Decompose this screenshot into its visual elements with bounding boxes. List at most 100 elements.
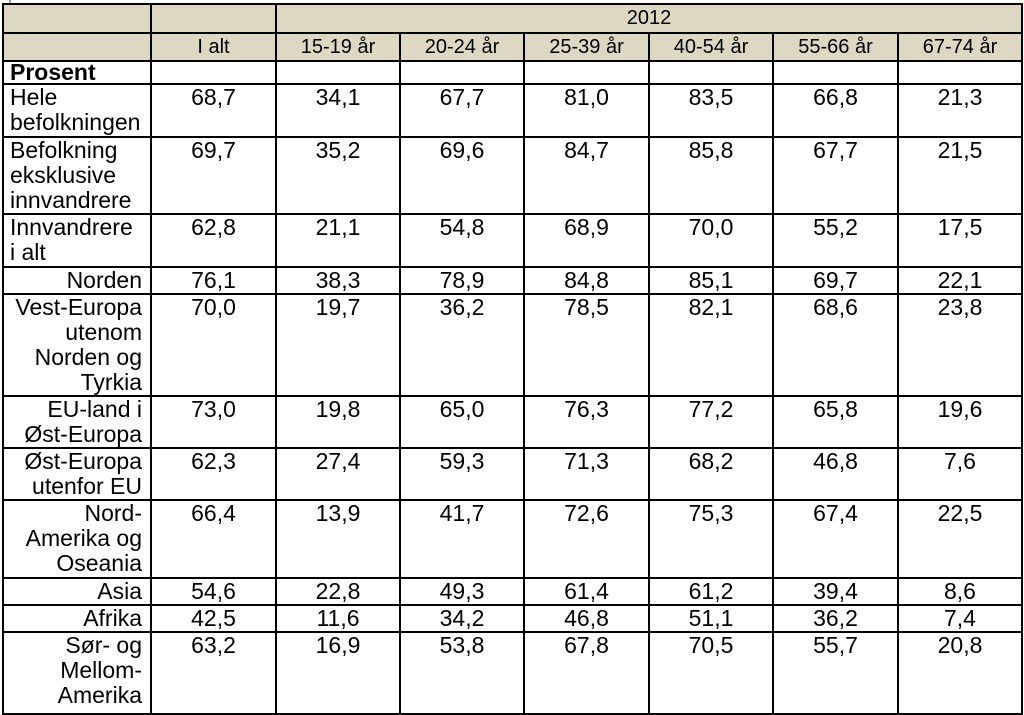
data-cell: 22,1: [897, 266, 1023, 295]
data-cell: 42,5: [150, 604, 277, 633]
data-cell: 62,3: [150, 447, 277, 501]
data-cell: 20,8: [897, 631, 1023, 715]
data-cell: 71,3: [523, 447, 650, 501]
data-cell: 67,8: [523, 631, 650, 715]
table-row: Norden 76,1 38,3 78,9 84,8 85,1 69,7 22,…: [2, 266, 1023, 295]
data-cell: 85,8: [648, 136, 774, 215]
empty-header-cell: [2, 32, 152, 62]
data-cell: 19,8: [275, 395, 401, 449]
empty-cell: [399, 60, 525, 85]
data-cell: 70,0: [648, 213, 774, 268]
data-cell: 11,6: [275, 604, 401, 633]
empty-cell: [897, 60, 1023, 85]
data-cell: 34,1: [275, 83, 401, 138]
data-cell: 77,2: [648, 395, 774, 449]
row-label: Innvandrere i alt: [2, 213, 152, 268]
data-cell: 68,9: [523, 213, 650, 268]
data-cell: 72,6: [523, 499, 650, 579]
section-header-row: Prosent: [2, 60, 1023, 85]
empty-cell: [523, 60, 650, 85]
data-cell: 21,5: [897, 136, 1023, 215]
data-cell: 66,4: [150, 499, 277, 579]
data-cell: 83,5: [648, 83, 774, 138]
data-cell: 82,1: [648, 293, 774, 397]
data-cell: 78,5: [523, 293, 650, 397]
data-cell: 62,8: [150, 213, 277, 268]
data-cell: 84,7: [523, 136, 650, 215]
statistics-table: 2012 I alt 15-19 år 20-24 år 25-39 år 40…: [2, 3, 1023, 715]
column-header-67-74: 67-74 år: [897, 32, 1023, 62]
data-cell: 19,7: [275, 293, 401, 397]
data-cell: 23,8: [897, 293, 1023, 397]
table-row: EU-land i Øst-Europa 73,0 19,8 65,0 76,3…: [2, 395, 1023, 449]
data-cell: 63,2: [150, 631, 277, 715]
data-cell: 34,2: [399, 604, 525, 633]
data-cell: 59,3: [399, 447, 525, 501]
section-label: Prosent: [2, 60, 152, 85]
empty-cell: [275, 60, 401, 85]
data-cell: 55,7: [772, 631, 899, 715]
data-cell: 36,2: [772, 604, 899, 633]
data-cell: 21,1: [275, 213, 401, 268]
data-cell: 17,5: [897, 213, 1023, 268]
empty-header-cell: [150, 3, 277, 34]
data-cell: 39,4: [772, 577, 899, 606]
data-cell: 68,6: [772, 293, 899, 397]
table-row: Asia 54,6 22,8 49,3 61,4 61,2 39,4 8,6: [2, 577, 1023, 606]
data-cell: 61,2: [648, 577, 774, 606]
empty-cell: [648, 60, 774, 85]
data-cell: 69,7: [772, 266, 899, 295]
data-cell: 84,8: [523, 266, 650, 295]
row-label: Afrika: [2, 604, 152, 633]
data-cell: 19,6: [897, 395, 1023, 449]
table-row: Hele befolkningen 68,7 34,1 67,7 81,0 83…: [2, 83, 1023, 138]
data-cell: 13,9: [275, 499, 401, 579]
data-cell: 85,1: [648, 266, 774, 295]
data-cell: 65,0: [399, 395, 525, 449]
data-cell: 61,4: [523, 577, 650, 606]
data-cell: 22,5: [897, 499, 1023, 579]
data-cell: 70,0: [150, 293, 277, 397]
column-header-20-24: 20-24 år: [399, 32, 525, 62]
column-header-15-19: 15-19 år: [275, 32, 401, 62]
year-header: 2012: [275, 3, 1023, 34]
empty-header-cell: [2, 3, 152, 34]
data-cell: 55,2: [772, 213, 899, 268]
data-cell: 51,1: [648, 604, 774, 633]
data-cell: 76,3: [523, 395, 650, 449]
data-cell: 73,0: [150, 395, 277, 449]
data-cell: 70,5: [648, 631, 774, 715]
table-row: Afrika 42,5 11,6 34,2 46,8 51,1 36,2 7,4: [2, 604, 1023, 633]
data-cell: 67,4: [772, 499, 899, 579]
table-row: Innvandrere i alt 62,8 21,1 54,8 68,9 70…: [2, 213, 1023, 268]
data-cell: 69,6: [399, 136, 525, 215]
column-header-ialt: I alt: [150, 32, 277, 62]
row-label: Befolkning eksklusive innvandrere: [2, 136, 152, 215]
data-cell: 38,3: [275, 266, 401, 295]
row-label: Asia: [2, 577, 152, 606]
table-row: Sør- og Mellom-Amerika 63,2 16,9 53,8 67…: [2, 631, 1023, 715]
data-cell: 22,8: [275, 577, 401, 606]
column-header-row: I alt 15-19 år 20-24 år 25-39 år 40-54 å…: [2, 32, 1023, 62]
empty-cell: [150, 60, 277, 85]
data-cell: 67,7: [399, 83, 525, 138]
data-cell: 8,6: [897, 577, 1023, 606]
data-cell: 27,4: [275, 447, 401, 501]
year-header-row: 2012: [2, 3, 1023, 34]
row-label: Sør- og Mellom-Amerika: [2, 631, 152, 715]
data-cell: 21,3: [897, 83, 1023, 138]
data-cell: 41,7: [399, 499, 525, 579]
table-row: Øst-Europa utenfor EU 62,3 27,4 59,3 71,…: [2, 447, 1023, 501]
data-cell: 46,8: [772, 447, 899, 501]
data-cell: 66,8: [772, 83, 899, 138]
data-cell: 36,2: [399, 293, 525, 397]
data-cell: 49,3: [399, 577, 525, 606]
data-cell: 69,7: [150, 136, 277, 215]
data-cell: 7,4: [897, 604, 1023, 633]
data-cell: 16,9: [275, 631, 401, 715]
data-cell: 46,8: [523, 604, 650, 633]
data-cell: 53,8: [399, 631, 525, 715]
data-cell: 65,8: [772, 395, 899, 449]
data-cell: 54,6: [150, 577, 277, 606]
empty-cell: [772, 60, 899, 85]
